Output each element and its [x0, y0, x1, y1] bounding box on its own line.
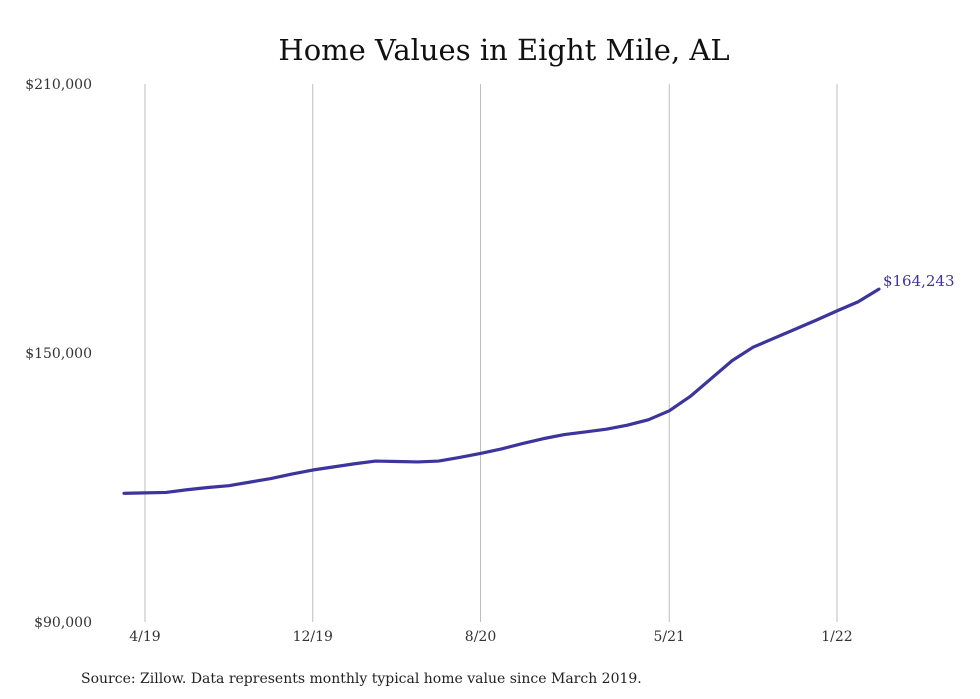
x-axis-ticks: 4/19 12/19 8/20 5/21 1/22 [129, 629, 852, 645]
x-tick-label: 12/19 [293, 629, 333, 645]
series-line-0 [122, 287, 881, 495]
end-value-label: $164,243 [883, 272, 955, 290]
x-tick-label: 4/19 [129, 629, 160, 645]
gridlines [144, 84, 838, 622]
annotation-layer: $164,243 [883, 272, 955, 290]
y-tick-label: $90,000 [34, 615, 92, 631]
source-note: Source: Zillow. Data represents monthly … [81, 671, 642, 687]
chart-title: Home Values in Eight Mile, AL [278, 33, 729, 67]
y-axis-ticks: $210,000 $150,000 $90,000 [25, 77, 92, 631]
x-tick-label: 1/22 [821, 629, 852, 645]
x-tick-label: 5/21 [654, 629, 685, 645]
x-tick-label: 8/20 [465, 629, 496, 645]
y-tick-label: $210,000 [25, 77, 92, 93]
series-layer [122, 287, 881, 495]
y-tick-label: $150,000 [25, 346, 92, 362]
